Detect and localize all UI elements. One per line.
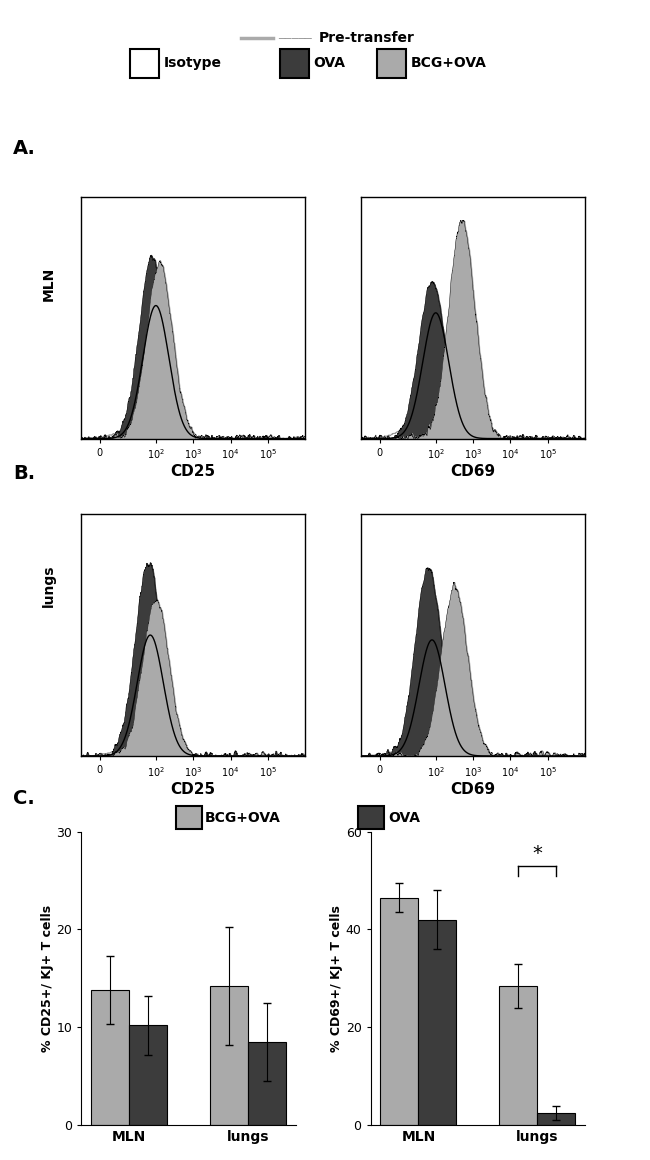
X-axis label: CD25: CD25 [171,464,216,479]
Bar [248,1042,286,1125]
Bar [419,920,456,1125]
Text: Pre-transfer: Pre-transfer [318,31,415,45]
Text: MLN: MLN [42,267,56,302]
Text: A.: A. [13,139,36,158]
Text: ─────: ───── [278,34,312,43]
Text: C.: C. [13,789,34,807]
Bar [129,1025,167,1125]
X-axis label: CD69: CD69 [450,464,495,479]
Y-axis label: % CD69+/ KJ+ T cells: % CD69+/ KJ+ T cells [330,905,343,1052]
Text: B.: B. [13,464,35,483]
Bar [380,898,419,1125]
Text: Isotype: Isotype [164,56,222,70]
Bar [210,986,248,1125]
Text: BCG+OVA: BCG+OVA [205,811,281,825]
Text: BCG+OVA: BCG+OVA [411,56,487,70]
Text: OVA: OVA [313,56,345,70]
Text: *: * [532,844,542,863]
Bar [499,986,538,1125]
X-axis label: CD25: CD25 [171,782,216,797]
Y-axis label: % CD25+/ KJ+ T cells: % CD25+/ KJ+ T cells [40,905,53,1052]
Bar [91,991,129,1125]
X-axis label: CD69: CD69 [450,782,495,797]
Bar [538,1112,575,1125]
Text: OVA: OVA [388,811,420,825]
Text: lungs: lungs [42,565,56,607]
